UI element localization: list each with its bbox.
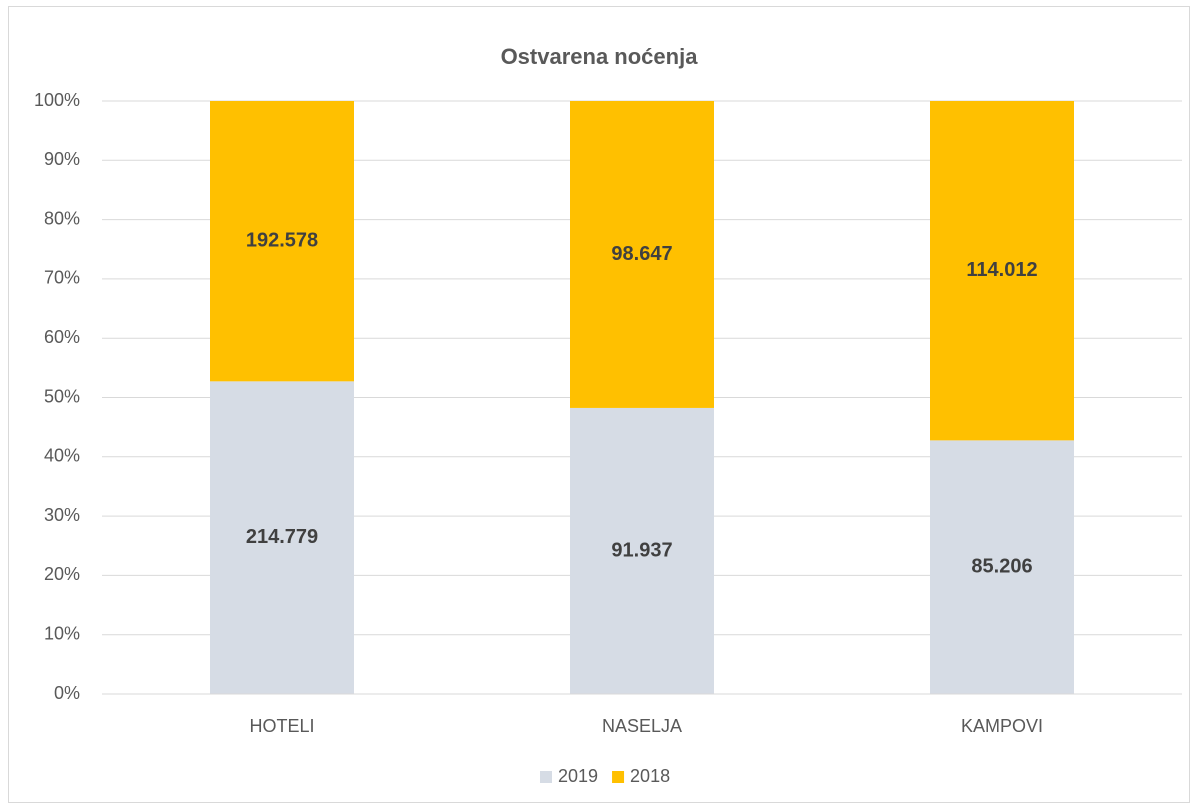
y-tick-label: 50% (44, 386, 80, 406)
bar-segment (570, 101, 714, 408)
x-tick-label: HOTELI (249, 716, 314, 736)
data-label: 114.012 (966, 259, 1037, 281)
y-tick-label: 0% (54, 683, 80, 703)
bar-segment (930, 440, 1074, 694)
bar-segment (210, 381, 354, 694)
y-tick-label: 70% (44, 268, 80, 288)
legend-label: 2019 (558, 766, 598, 786)
x-tick-label: KAMPOVI (961, 716, 1043, 736)
data-label: 91.937 (611, 539, 672, 561)
chart-title: Ostvarena noćenja (501, 44, 699, 69)
bar-segment (210, 101, 354, 382)
legend-swatch (540, 771, 552, 783)
legend-swatch (612, 771, 625, 783)
x-tick-label: NASELJA (602, 716, 682, 736)
data-label: 98.647 (611, 243, 672, 265)
data-label: 192.578 (246, 229, 318, 251)
y-tick-label: 40% (44, 446, 80, 466)
legend-label: 2018 (630, 766, 670, 786)
y-tick-label: 20% (44, 564, 80, 584)
y-tick-label: 30% (44, 505, 80, 525)
bar-segment (930, 101, 1074, 441)
y-tick-label: 80% (44, 208, 80, 228)
data-label: 214.779 (246, 526, 318, 548)
data-label: 85.206 (971, 555, 1032, 577)
y-tick-label: 100% (34, 90, 80, 110)
y-tick-label: 60% (44, 327, 80, 347)
bar-segment (570, 407, 714, 694)
y-tick-label: 10% (44, 623, 80, 643)
y-tick-label: 90% (44, 149, 80, 169)
